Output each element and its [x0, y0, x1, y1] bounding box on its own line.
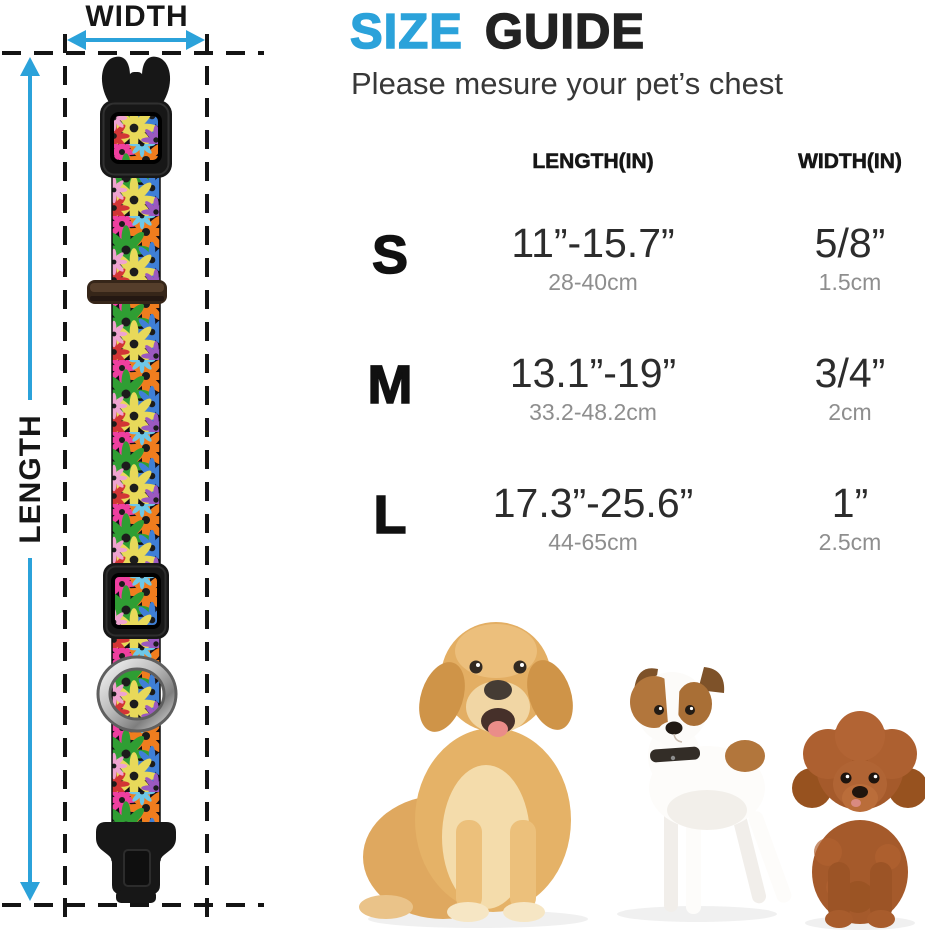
toy-poodle-icon [792, 711, 925, 930]
measurement-dashed-guides [2, 34, 264, 924]
collar-strap [111, 94, 161, 861]
size-l-length-inches: 17.3”-25.6” [492, 480, 694, 526]
length-double-arrow-icon [20, 57, 40, 901]
size-l-width-inches: 1” [831, 480, 869, 526]
jack-russell-terrier-icon [617, 667, 792, 922]
column-header-length: LENGTH(IN) [532, 150, 654, 174]
collar-top-buckle [100, 56, 172, 178]
collar-keeper-loop [103, 563, 169, 639]
collar-d-ring [96, 655, 178, 733]
size-s-length-inches: 11”-15.7” [511, 220, 675, 266]
page-subtitle: Please mesure your pet’s chest [351, 66, 783, 101]
size-table: LENGTH(IN) WIDTH(IN) S 11”-15.7” 28-40cm… [352, 142, 925, 562]
size-s-width-cm: 1.5cm [818, 269, 882, 295]
table-row-medium: M 13.1”-19” 33.2-48.2cm 3/4” 2cm [352, 332, 925, 462]
table-row-large: L 17.3”-25.6” 44-65cm 1” 2.5cm [352, 462, 925, 592]
size-s-label: S [371, 225, 409, 285]
size-s-width-inches: 5/8” [814, 220, 886, 266]
size-m-length-cm: 33.2-48.2cm [529, 399, 657, 425]
size-l-width-cm: 2.5cm [818, 529, 882, 555]
size-m-label: M [367, 355, 413, 415]
width-double-arrow-icon [67, 30, 205, 50]
size-m-length-inches: 13.1”-19” [509, 350, 677, 396]
table-row-small: S 11”-15.7” 28-40cm 5/8” 1.5cm [352, 202, 925, 332]
size-m-width-cm: 2cm [828, 399, 872, 425]
size-l-length-cm: 44-65cm [548, 529, 638, 555]
page-title-guide-word: GUIDE [484, 4, 646, 60]
size-s-length-cm: 28-40cm [548, 269, 638, 295]
floral-dog-collar-icon [87, 56, 178, 903]
size-m-width-inches: 3/4” [814, 350, 886, 396]
width-dimension-label: WIDTH [85, 0, 189, 33]
page-title-size-word: SIZE [349, 4, 463, 60]
column-header-width: WIDTH(IN) [798, 150, 902, 174]
page-title: SIZE GUIDE [349, 4, 646, 60]
size-l-label: L [373, 485, 408, 545]
golden-retriever-icon [359, 622, 588, 928]
length-dimension-label: LENGTH [13, 404, 49, 554]
collar-bottom-buckle [96, 822, 176, 903]
collar-triglide-slider [87, 280, 167, 304]
